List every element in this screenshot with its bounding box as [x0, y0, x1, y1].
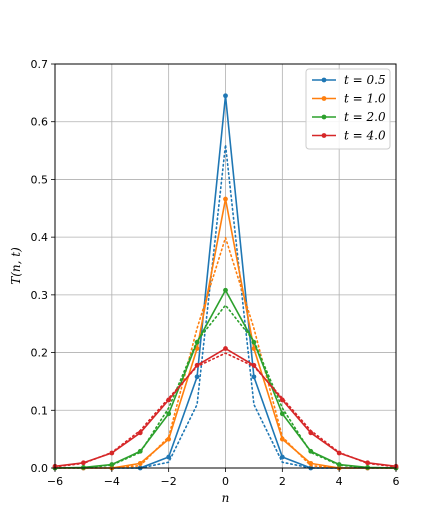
data-point: [137, 430, 143, 436]
data-point: [137, 460, 143, 466]
data-point: [365, 460, 370, 466]
data-point: [194, 374, 200, 380]
data-point: [336, 462, 342, 467]
x-tick-label: 0: [222, 475, 229, 488]
legend-box: [305, 68, 391, 150]
data-point: [279, 436, 285, 442]
data-point: [308, 460, 314, 466]
legend-swatch-marker: [321, 96, 327, 101]
y-axis-label: T(n, t): [9, 247, 23, 285]
legend-entry: t = 1.0: [312, 92, 386, 106]
y-tick-label: 0.4: [31, 231, 49, 244]
legend-entries: t = 0.5 t = 1.0 t = 2.0 t = 4.0: [312, 73, 386, 143]
y-tick-label: 0.0: [31, 462, 49, 475]
data-point: [137, 448, 143, 454]
legend-label: t = 0.5: [344, 73, 386, 87]
legend-label: t = 4.0: [344, 129, 386, 143]
data-point: [81, 465, 86, 470]
data-point: [223, 346, 228, 351]
x-tick-label: 2: [279, 475, 286, 488]
data-point: [109, 450, 115, 456]
legend-entry: t = 4.0: [312, 129, 386, 143]
legend: t = 0.5 t = 1.0 t = 2.0 t = 4.0: [305, 68, 391, 150]
x-tick-label: 4: [336, 475, 343, 488]
data-point: [194, 339, 200, 345]
x-tick-label: −6: [47, 475, 63, 488]
legend-swatch-marker: [321, 77, 327, 83]
x-tick-label: 6: [393, 475, 400, 488]
y-tick-label: 0.2: [31, 347, 49, 360]
legend-entry: t = 2.0: [312, 110, 386, 124]
data-point: [251, 339, 257, 345]
data-point: [166, 397, 172, 403]
y-tick-label: 0.6: [31, 116, 49, 129]
data-point: [279, 411, 285, 417]
x-tick-label: −4: [104, 475, 120, 488]
data-point: [166, 454, 172, 460]
data-point: [223, 93, 228, 99]
legend-label: t = 1.0: [344, 92, 386, 106]
data-point: [308, 448, 314, 454]
data-point: [223, 287, 228, 293]
data-point: [279, 397, 285, 403]
data-point: [336, 450, 342, 456]
data-point: [194, 362, 200, 368]
x-tick-label: −2: [161, 475, 177, 488]
data-point: [166, 411, 172, 417]
legend-swatch-marker: [321, 133, 327, 138]
ticks-layer: −6 −4 −2 0 2 4 6 0.0 0.1 0.2 0.3 0.4 0.5 0.6 0.7: [31, 58, 400, 488]
data-point: [109, 462, 115, 467]
data-point: [81, 460, 86, 466]
data-point: [279, 454, 285, 460]
y-tick-label: 0.1: [31, 404, 49, 417]
legend-label: t = 2.0: [344, 110, 386, 124]
data-point: [166, 436, 172, 442]
x-axis-label: n: [222, 491, 230, 505]
data-point: [365, 465, 370, 470]
legend-entry: t = 0.5: [312, 73, 386, 87]
y-tick-label: 0.5: [31, 173, 49, 186]
data-point: [251, 374, 257, 380]
series-3: [52, 287, 399, 471]
data-point: [308, 430, 314, 436]
data-point: [223, 196, 228, 202]
legend-swatch-marker: [321, 114, 327, 120]
y-tick-label: 0.7: [31, 58, 49, 71]
series-4: [52, 346, 399, 469]
y-tick-label: 0.3: [31, 289, 49, 302]
data-point: [251, 362, 257, 368]
